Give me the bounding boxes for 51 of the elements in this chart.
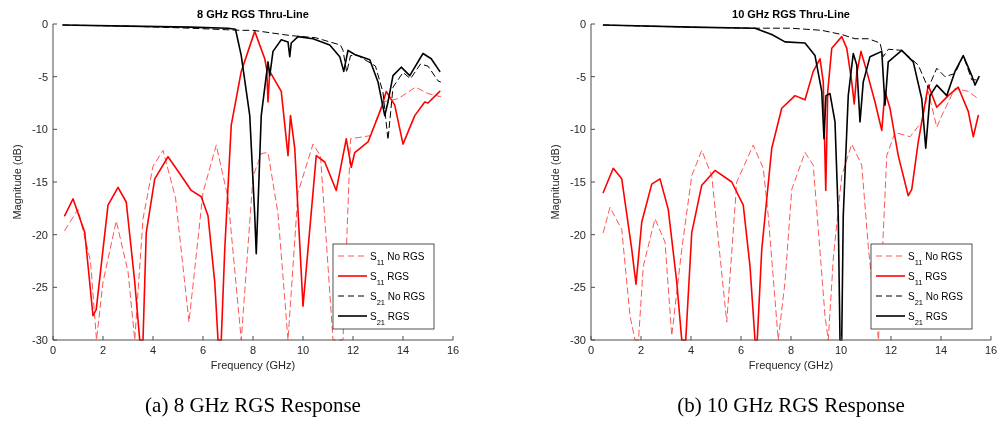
- text: (a) 8 GHz RGS Response: [145, 393, 361, 417]
- legend-label: S$_{21}$ RGS: [370, 311, 410, 327]
- legend-label: S$_{11}$ No RGS: [370, 251, 425, 267]
- x-tick-label: 2: [637, 344, 645, 356]
- legend-label: S$_{11}$ RGS: [908, 271, 948, 287]
- y-tick-label: -15: [32, 176, 48, 188]
- y-tick-label: 0: [41, 18, 48, 30]
- x-tick-label: 6: [199, 344, 207, 356]
- chart-title: 10 GHz RGS Thru-Line: [732, 8, 850, 20]
- x-tick-label: 8: [249, 344, 257, 356]
- y-axis-title: Magnitude (dB): [549, 144, 561, 220]
- y-axis-title: Magnitude (dB): [11, 144, 23, 220]
- y-tick-label: -25: [570, 281, 586, 294]
- y-tick-label: -30: [32, 334, 48, 346]
- line-series: [602, 87, 979, 341]
- x-tick-label: 16: [446, 344, 460, 356]
- legend-label: S$_{21}$ No RGS: [908, 291, 964, 307]
- y-tick-label: -25: [32, 281, 48, 294]
- x-tick-label: 2: [99, 344, 107, 356]
- x-tick-label: 8: [787, 344, 795, 356]
- text: (b) 10 GHz RGS Response: [677, 393, 905, 417]
- y-tick-label: -5: [576, 70, 586, 83]
- legend-label: S$_{21}$ RGS: [908, 311, 948, 327]
- x-tick-label: 14: [396, 344, 410, 356]
- x-tick-label: 0: [49, 344, 57, 356]
- y-tick-label: 0: [579, 18, 586, 30]
- y-tick-label: -5: [38, 70, 48, 83]
- line-series: [63, 30, 441, 341]
- x-tick-label: 10: [296, 344, 310, 356]
- chart-title: 8 GHz RGS Thru-Line: [197, 8, 309, 20]
- y-tick-label: -10: [32, 123, 48, 136]
- line-series: [64, 86, 441, 341]
- x-tick-label: 4: [149, 344, 157, 356]
- x-tick-label: 12: [346, 344, 360, 356]
- x-axis-title: Frequency (GHz): [748, 359, 834, 371]
- x-tick-label: 14: [934, 344, 948, 356]
- y-tick-label: -30: [570, 334, 586, 346]
- y-tick-label: -20: [32, 228, 48, 241]
- x-tick-label: 10: [834, 344, 848, 356]
- legend-label: S$_{11}$ No RGS: [908, 251, 963, 267]
- legend-label: S$_{21}$ No RGS: [370, 291, 426, 307]
- x-tick-label: 0: [587, 344, 595, 356]
- x-tick-label: 6: [737, 344, 745, 356]
- x-axis-title: Frequency (GHz): [210, 359, 296, 371]
- x-tick-label: 12: [884, 344, 898, 356]
- legend-label: S$_{11}$ RGS: [370, 271, 410, 287]
- y-tick-label: -20: [570, 228, 586, 241]
- x-tick-label: 16: [984, 344, 998, 356]
- y-tick-label: -15: [570, 176, 586, 188]
- y-tick-label: -10: [570, 123, 586, 136]
- x-tick-label: 4: [687, 344, 695, 356]
